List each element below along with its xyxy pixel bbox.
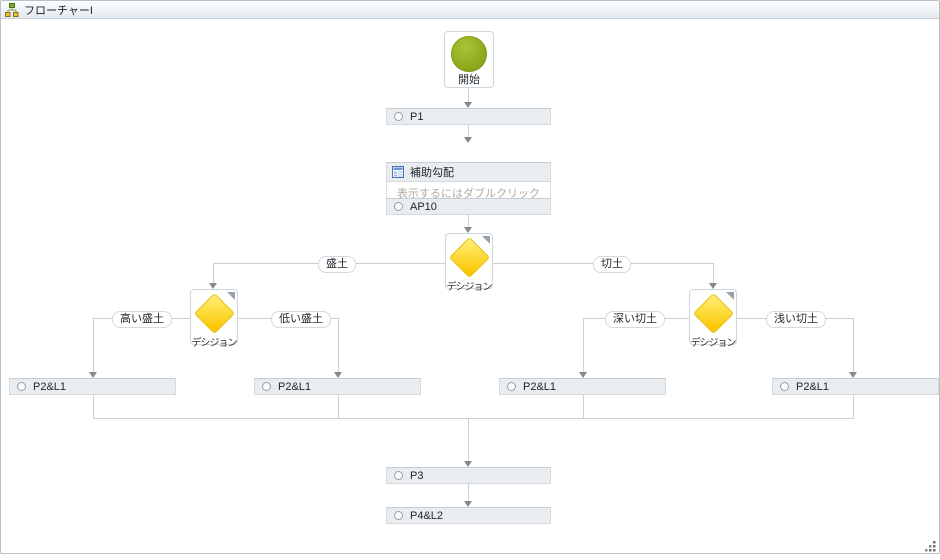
node-p2l1-3[interactable]: P2&L1 (499, 378, 666, 395)
process-circle-icon (394, 112, 403, 121)
node-label: AP10 (410, 200, 437, 213)
connector-line (338, 318, 339, 372)
arrow-down-icon (464, 137, 472, 143)
node-label: P2&L1 (523, 380, 557, 393)
node-label: P1 (410, 110, 424, 123)
arrow-down-icon (709, 283, 717, 289)
node-label: デシジョン (191, 338, 238, 349)
fold-corner-icon (482, 236, 490, 244)
arrow-down-icon (464, 102, 472, 108)
process-circle-icon (394, 202, 403, 211)
node-label: P3 (410, 469, 424, 482)
branch-label-cut[interactable]: 切土 (593, 256, 631, 273)
connector-line (583, 395, 584, 419)
node-label: P2&L1 (33, 380, 67, 393)
connector-line (93, 395, 94, 419)
node-p3[interactable]: P3 (386, 467, 551, 484)
connector-line (213, 263, 214, 283)
node-label: P4&L2 (410, 509, 444, 522)
process-circle-icon (507, 382, 516, 391)
fold-corner-icon (726, 292, 734, 300)
branch-label-deep-cut[interactable]: 深い切土 (605, 311, 665, 328)
node-ap10[interactable]: AP10 (386, 198, 551, 215)
connector-line (93, 318, 94, 372)
process-circle-icon (17, 382, 26, 391)
node-decision-center[interactable]: デシジョン (445, 233, 493, 293)
connector-line (468, 88, 469, 103)
flowchart-canvas: 開始 P1 補助勾配 表示するにはダブルクリック (1, 20, 939, 553)
connector-line (713, 263, 714, 283)
decision-diamond-icon (448, 236, 490, 279)
node-start[interactable]: 開始 (444, 31, 494, 88)
arrow-down-icon (209, 283, 217, 289)
connector-line (853, 395, 854, 419)
terminator-circle-icon (451, 36, 487, 72)
process-circle-icon (394, 471, 403, 480)
node-p1[interactable]: P1 (386, 108, 551, 125)
node-label: P2&L1 (796, 380, 830, 393)
panel-titlebar[interactable]: フローチャーI (1, 1, 939, 19)
node-label: デシジョン (690, 338, 737, 349)
arrow-down-icon (464, 461, 472, 467)
fold-corner-icon (227, 292, 235, 300)
arrow-down-icon (849, 372, 857, 378)
process-circle-icon (262, 382, 271, 391)
subchart-window-icon (392, 166, 404, 178)
process-circle-icon (780, 382, 789, 391)
arrow-down-icon (89, 372, 97, 378)
connector-line (468, 418, 469, 461)
decision-diamond-icon (193, 292, 235, 335)
node-p2l1-1[interactable]: P2&L1 (9, 378, 176, 395)
node-p2l1-4[interactable]: P2&L1 (772, 378, 939, 395)
connector-line (468, 215, 469, 228)
node-label: 補助勾配 (410, 167, 454, 179)
arrow-down-icon (334, 372, 342, 378)
connector-line (338, 395, 339, 419)
node-p4l2[interactable]: P4&L2 (386, 507, 551, 524)
node-label: デシジョン (446, 282, 493, 293)
node-decision-left[interactable]: デシジョン (190, 289, 238, 349)
connector-line (468, 125, 469, 138)
resize-grip[interactable] (923, 540, 937, 553)
branch-label-fill[interactable]: 盛土 (318, 256, 356, 273)
branch-label-shallow-cut[interactable]: 浅い切土 (766, 311, 826, 328)
arrow-down-icon (464, 227, 472, 233)
node-p2l1-2[interactable]: P2&L1 (254, 378, 421, 395)
subchart-header: 補助勾配 (386, 162, 551, 182)
process-circle-icon (394, 511, 403, 520)
node-label: 開始 (458, 74, 480, 86)
connector-line (93, 418, 854, 419)
branch-label-low-fill[interactable]: 低い盛土 (271, 311, 331, 328)
connector-line (583, 318, 584, 372)
decision-diamond-icon (692, 292, 734, 335)
panel-title: フローチャーI (24, 4, 93, 17)
branch-label-high-fill[interactable]: 高い盛土 (112, 311, 172, 328)
arrow-down-icon (579, 372, 587, 378)
flowchart-icon (5, 2, 19, 17)
connector-line (853, 318, 854, 372)
arrow-down-icon (464, 501, 472, 507)
node-label: P2&L1 (278, 380, 312, 393)
connector-line (468, 484, 469, 501)
node-decision-right[interactable]: デシジョン (689, 289, 737, 349)
